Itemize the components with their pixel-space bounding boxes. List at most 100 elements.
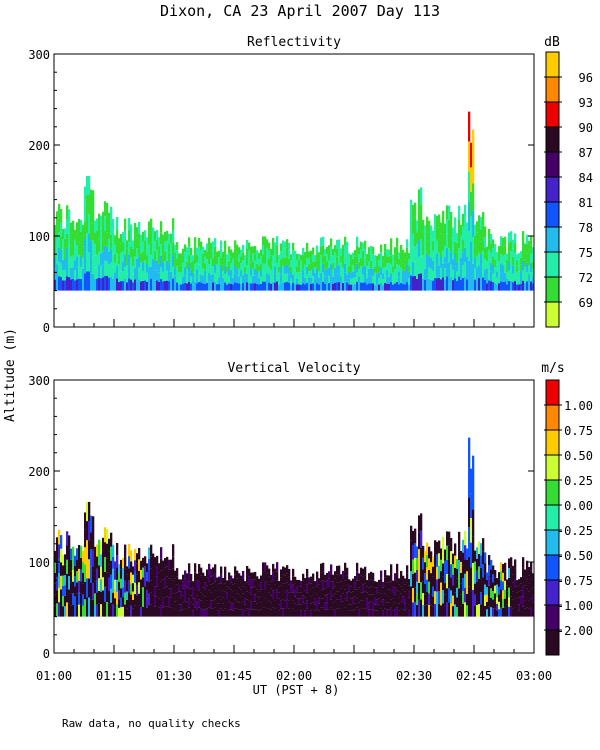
heatmap-cell	[522, 260, 525, 271]
heatmap-cell	[324, 248, 327, 256]
heatmap-cell	[250, 268, 253, 276]
heatmap-cell	[62, 259, 65, 271]
heatmap-cell	[322, 236, 325, 246]
heatmap-cell	[320, 590, 323, 599]
heatmap-cell	[376, 273, 379, 280]
heatmap-cell	[156, 240, 159, 251]
heatmap-cell	[124, 278, 127, 291]
heatmap-cell	[88, 540, 91, 560]
heatmap-cell	[76, 605, 79, 617]
heatmap-cell	[430, 551, 433, 563]
heatmap-cell	[430, 247, 433, 258]
heatmap-cell	[116, 579, 119, 593]
heatmap-cell	[458, 602, 461, 617]
heatmap-cell	[186, 587, 189, 595]
heatmap-cell	[470, 591, 473, 617]
heatmap-cell	[272, 581, 275, 591]
heatmap-cell	[380, 259, 383, 268]
heatmap-cell	[426, 542, 429, 555]
heatmap-cell	[330, 607, 333, 617]
heatmap-cell	[178, 265, 181, 272]
heatmap-cell	[256, 589, 259, 597]
heatmap-cell	[420, 256, 423, 274]
heatmap-cell	[266, 565, 269, 574]
heatmap-cell	[332, 602, 335, 610]
heatmap-cell	[448, 262, 451, 277]
heatmap-cell	[210, 258, 213, 267]
heatmap-cell	[192, 261, 195, 267]
heatmap-cell	[416, 278, 419, 291]
heatmap-cell	[100, 265, 103, 279]
heatmap-cell	[450, 238, 453, 252]
heatmap-cell	[412, 588, 415, 603]
heatmap-cell	[516, 598, 519, 605]
heatmap-cell	[310, 583, 313, 590]
colorbar-frame	[545, 51, 560, 328]
heatmap-cell	[180, 265, 183, 273]
heatmap-cell	[204, 609, 207, 617]
heatmap-cell	[322, 607, 325, 617]
heatmap-cell	[446, 573, 449, 589]
heatmap-cell	[326, 587, 329, 595]
heatmap-cell	[98, 539, 101, 553]
heatmap-cell	[462, 603, 465, 617]
heatmap-cell	[70, 559, 73, 572]
heatmap-cell	[194, 246, 197, 256]
heatmap-cell	[80, 581, 83, 594]
heatmap-cell	[244, 581, 247, 588]
heatmap-cell	[174, 601, 177, 609]
heatmap-cell	[122, 241, 125, 252]
heatmap-cell	[180, 278, 183, 285]
heatmap-cell	[402, 609, 405, 617]
figure-title: Dixon, CA 23 April 2007 Day 113	[160, 2, 440, 20]
heatmap-cell	[292, 592, 295, 601]
heatmap-cell	[448, 545, 451, 560]
heatmap-cell	[470, 567, 473, 592]
heatmap-cell	[388, 589, 391, 597]
heatmap-cell	[438, 239, 441, 253]
heatmap-cell	[246, 240, 249, 249]
heatmap-cell	[80, 278, 83, 291]
heatmap-cell	[374, 604, 377, 611]
heatmap-cell	[214, 273, 217, 282]
heatmap-cell	[360, 583, 363, 593]
heatmap-cell	[134, 256, 137, 269]
heatmap-cell	[240, 270, 243, 277]
heatmap-cell	[310, 257, 313, 264]
heatmap-cell	[68, 236, 71, 250]
heatmap-cell	[508, 558, 511, 569]
heatmap-cell	[468, 260, 471, 291]
heatmap-cell	[344, 607, 347, 617]
heatmap-cell	[192, 272, 195, 279]
heatmap-cell	[158, 255, 161, 264]
heatmap-cell	[96, 242, 99, 255]
heatmap-cell	[352, 584, 355, 592]
heatmap-cell	[142, 577, 145, 588]
heatmap-cell	[450, 277, 453, 291]
heatmap-cell	[276, 245, 279, 255]
heatmap-cell	[372, 254, 375, 262]
heatmap-cell	[212, 266, 215, 275]
heatmap-cell	[178, 259, 181, 266]
heatmap-cell	[62, 249, 65, 260]
heatmap-cell	[282, 257, 285, 266]
colorbar-label: 84	[579, 171, 593, 185]
heatmap-cell	[298, 260, 301, 267]
heatmap-cell	[98, 603, 101, 617]
heatmap-cell	[140, 597, 143, 608]
heatmap-cell	[490, 233, 493, 244]
heatmap-cell	[162, 597, 165, 608]
heatmap-cell	[244, 598, 247, 605]
heatmap-cell	[466, 582, 469, 594]
heatmap-cell	[480, 253, 483, 267]
heatmap-cell	[512, 265, 515, 274]
footer-note: Raw data, no quality checks	[62, 717, 241, 730]
heatmap-cell	[118, 238, 121, 247]
heatmap-cell	[506, 272, 509, 279]
heatmap-cell	[82, 561, 85, 573]
heatmap-cell	[140, 234, 143, 245]
heatmap-cell	[448, 233, 451, 249]
heatmap-cell	[140, 271, 143, 282]
heatmap-cell	[488, 585, 491, 597]
